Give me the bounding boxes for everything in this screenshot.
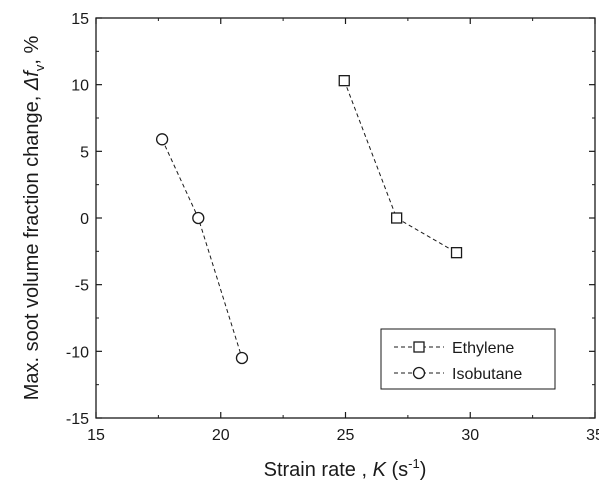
y-tick-label: -10 — [66, 344, 89, 361]
legend-label-ethylene: Ethylene — [452, 340, 514, 357]
data-point-isobutane — [155, 133, 169, 146]
y-axis-label: Max. soot volume fraction change, Δfv, % — [21, 36, 47, 401]
data-point-isobutane — [192, 211, 205, 225]
x-tick-label: 25 — [337, 427, 355, 444]
legend-box — [380, 328, 556, 390]
x-tick-label: 35 — [586, 427, 599, 444]
x-tick-labels: 15 20 25 30 35 — [87, 427, 599, 444]
data-point-ethylene — [390, 212, 403, 224]
y-tick-label: 15 — [71, 11, 89, 28]
x-tick-label: 20 — [212, 427, 230, 444]
y-tick-label: -5 — [75, 278, 89, 295]
y-tick-labels: 15 10 5 0 -5 -10 -15 — [66, 11, 89, 428]
data-point-ethylene — [450, 247, 463, 259]
legend-marker-isobutane — [412, 366, 426, 380]
y-tick-label: -15 — [66, 411, 89, 428]
x-tick-label: 15 — [87, 427, 105, 444]
tick-group — [95, 17, 596, 419]
legend-label-isobutane: Isobutane — [452, 366, 522, 383]
x-axis-label: Strain rate , K (s-1) — [264, 456, 427, 481]
data-point-isobutane — [235, 351, 249, 365]
data-point-ethylene — [338, 75, 350, 87]
series-points — [155, 75, 463, 365]
legend: Ethylene Isobutane — [380, 328, 556, 390]
y-tick-label: 10 — [71, 78, 89, 95]
y-tick-label: 0 — [80, 211, 89, 228]
legend-marker-ethylene — [413, 341, 425, 353]
y-tick-label: 5 — [80, 144, 89, 161]
x-tick-label: 30 — [461, 427, 479, 444]
